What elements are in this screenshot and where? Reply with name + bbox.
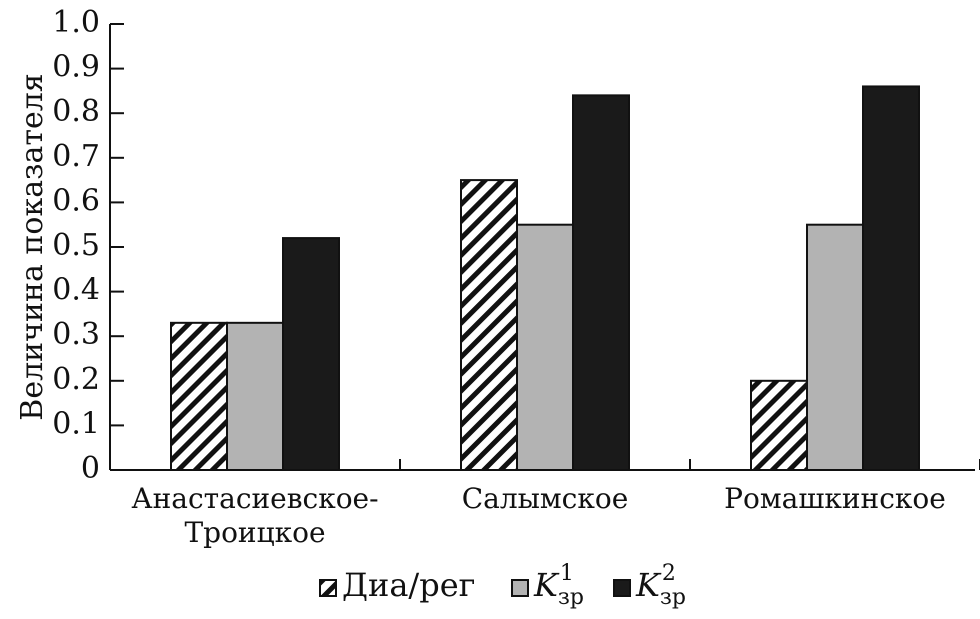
y-tick-label: 0.7	[52, 139, 100, 174]
legend-swatch	[319, 579, 337, 597]
y-tick-label: 0	[81, 451, 100, 486]
legend-label: Kзр	[533, 566, 584, 610]
legend-label: Kзр	[635, 566, 686, 610]
x-category-label: Анастасиевское-	[131, 482, 378, 515]
y-tick-label: 0.4	[52, 273, 100, 308]
y-tick-label: 0.6	[52, 183, 100, 218]
bar	[572, 94, 630, 472]
bar	[170, 321, 228, 471]
bar	[226, 321, 284, 471]
x-category-label: Троицкое	[184, 516, 325, 549]
legend-swatch	[613, 579, 631, 597]
x-category-label: Ромашкинское	[724, 482, 946, 515]
legend-superscript: 2	[662, 561, 676, 586]
bar	[750, 379, 808, 471]
y-tick-label: 0.3	[52, 317, 100, 352]
y-tick-label: 0.1	[52, 406, 100, 441]
legend-label: Диа/рег	[342, 566, 475, 604]
bar	[460, 179, 518, 471]
y-tick-label: 1.0	[52, 5, 100, 40]
legend-superscript: 1	[560, 561, 574, 586]
legend-swatch	[511, 579, 529, 597]
y-tick-label: 0.8	[52, 94, 100, 129]
y-tick-label: 0.5	[52, 228, 100, 263]
bar	[516, 223, 574, 471]
y-tick-label: 0.9	[52, 50, 100, 85]
bar	[806, 223, 864, 471]
bar	[282, 237, 340, 471]
x-category-label: Салымское	[462, 482, 629, 515]
y-tick-label: 0.2	[52, 362, 100, 397]
y-axis-title: Величина показателя	[15, 73, 50, 420]
bar	[862, 85, 920, 471]
plot-area: 0 0.1 0.2 0.3 0.4 0.5 0.6 0.7 0.8 0.9 1.0 Анастасие…	[52, 5, 980, 549]
